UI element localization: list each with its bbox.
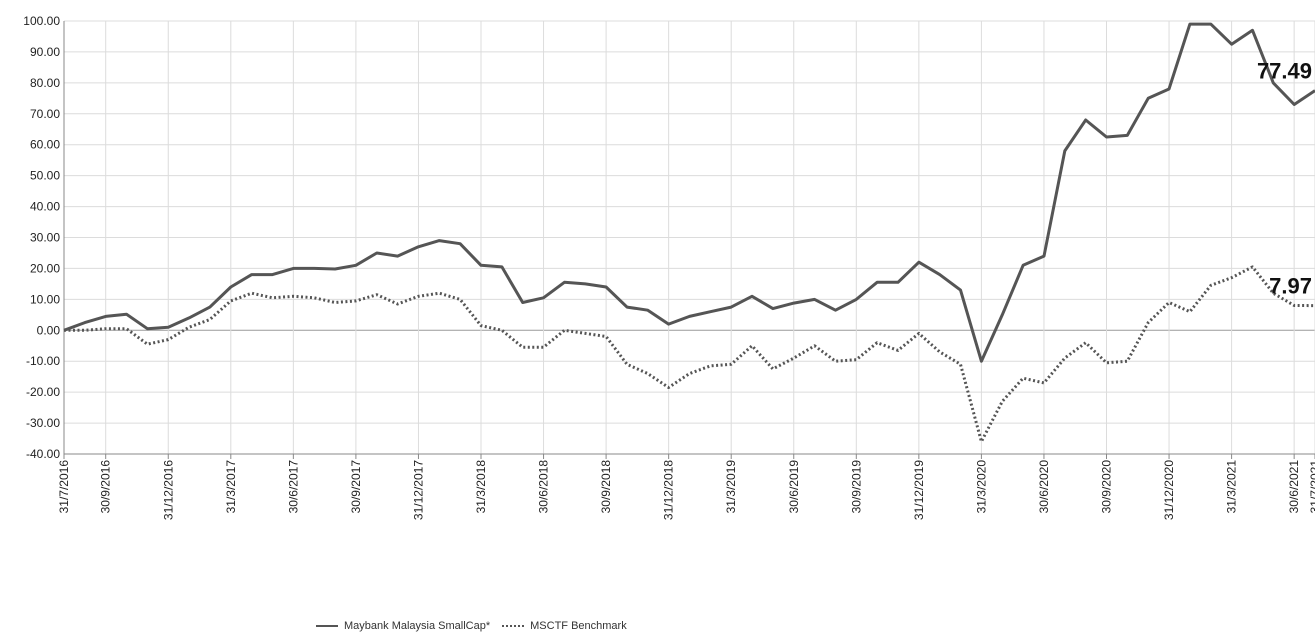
x-tick-label: 31/12/2018	[662, 460, 676, 520]
grid-lines	[63, 20, 1315, 455]
legend-label-series-2: MSCTF Benchmark	[530, 620, 627, 632]
y-tick-label: 80.00	[30, 76, 60, 90]
y-tick-label: 30.00	[30, 231, 60, 245]
legend-swatch-dotted	[502, 625, 525, 627]
y-tick-label: 10.00	[30, 292, 60, 306]
x-tick-label: 30/9/2019	[849, 460, 863, 514]
y-tick-label: -40.00	[26, 447, 60, 461]
x-tick-label: 30/9/2018	[599, 460, 613, 514]
x-tick-label: 31/7/2016	[57, 460, 71, 514]
y-tick-label: 70.00	[30, 107, 60, 121]
end-value-label-2: 7.97	[1269, 274, 1312, 299]
x-tick-label: 31/3/2018	[474, 460, 488, 514]
end-value-label-1: 77.49	[1257, 59, 1312, 84]
x-tick-label: 31/12/2016	[161, 460, 175, 520]
x-tick-label: 31/12/2020	[1162, 460, 1176, 520]
x-tick-label: 31/3/2020	[974, 460, 988, 514]
x-tick-label: 30/6/2018	[537, 460, 551, 514]
legend-swatch-solid	[316, 625, 338, 627]
y-tick-label: 60.00	[30, 138, 60, 152]
x-tick-label: 31/3/2019	[724, 460, 738, 514]
y-tick-label: -20.00	[26, 385, 60, 399]
x-tick-label: 31/12/2017	[411, 460, 425, 520]
series-end-labels: 77.49 7.97	[1257, 59, 1312, 299]
x-tick-label: 30/6/2021	[1287, 460, 1301, 514]
y-tick-label: 20.00	[30, 261, 60, 275]
x-tick-label: 31/3/2017	[224, 460, 238, 514]
y-tick-label: 40.00	[30, 200, 60, 214]
y-tick-label: 100.00	[23, 14, 60, 28]
x-tick-label: 31/7/2021	[1308, 460, 1315, 514]
x-tick-label: 30/9/2020	[1100, 460, 1114, 514]
legend: Maybank Malaysia SmallCap* MSCTF Benchma…	[316, 620, 627, 632]
x-tick-label: 31/12/2019	[912, 460, 926, 520]
x-tick-label: 30/6/2019	[787, 460, 801, 514]
y-axis-tick-labels: 100.00 90.00 80.00 70.00 60.00 50.00 40.00 30.0…	[23, 14, 60, 461]
x-tick-label: 31/3/2021	[1225, 460, 1239, 514]
y-tick-label: 90.00	[30, 45, 60, 59]
series-line-1	[63, 22, 1315, 363]
y-tick-label: -10.00	[26, 354, 60, 368]
y-tick-label: 50.00	[30, 169, 60, 183]
series-line-2	[64, 265, 1315, 444]
x-tick-label: 30/6/2017	[286, 460, 300, 514]
x-axis-tick-labels: 31/7/2016 30/9/2016 31/12/2016 31/3/2017 30/…	[57, 460, 1315, 520]
axes	[63, 21, 1315, 459]
x-tick-label: 30/9/2016	[99, 460, 113, 514]
y-tick-label: 0.00	[37, 323, 61, 337]
series-lines	[63, 22, 1315, 444]
x-tick-label: 30/9/2017	[349, 460, 363, 514]
y-tick-label: -30.00	[26, 416, 60, 430]
legend-label-series-1: Maybank Malaysia SmallCap*	[344, 620, 491, 632]
x-tick-label: 30/6/2020	[1037, 460, 1051, 514]
